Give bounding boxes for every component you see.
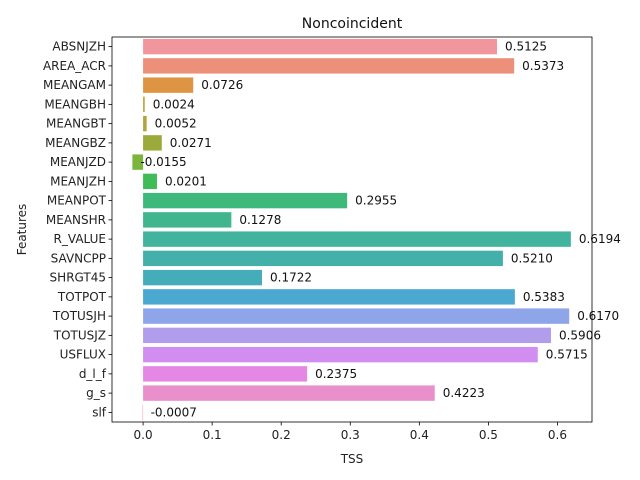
y-tick-label-SHRGT45: SHRGT45 bbox=[50, 271, 106, 285]
bar-d_l_f bbox=[143, 366, 308, 382]
y-axis-label: Features bbox=[15, 204, 29, 256]
y-tick-label-d_l_f: d_l_f bbox=[79, 367, 107, 381]
value-label-g_s: 0.4223 bbox=[443, 386, 485, 400]
y-axis-ticks: ABSNJZH AREA_ACR MEANGAM MEANGBH MEANGBT MEAN… bbox=[43, 40, 112, 419]
bar-R_VALUE bbox=[143, 231, 571, 247]
y-tick-label-g_s: g_s bbox=[86, 386, 106, 400]
plot-frame bbox=[111, 36, 593, 423]
x-tick-label: 0.5 bbox=[479, 428, 498, 442]
y-tick-label-slf: slf bbox=[92, 405, 107, 419]
value-label-ABSNJZH: 0.5125 bbox=[505, 40, 547, 54]
value-label-MEANGAM: 0.0726 bbox=[201, 78, 243, 92]
y-tick-label-MEANPOT: MEANPOT bbox=[47, 194, 107, 208]
bar-SHRGT45 bbox=[143, 269, 263, 286]
value-label-TOTPOT: 0.5383 bbox=[523, 290, 565, 304]
value-label-d_l_f: 0.2375 bbox=[315, 367, 357, 381]
x-tick-label: 0.6 bbox=[548, 428, 567, 442]
value-label-SHRGT45: 0.1722 bbox=[270, 271, 312, 285]
x-tick-label: 0.0 bbox=[134, 428, 153, 442]
bar-TOTPOT bbox=[143, 289, 515, 305]
value-label-SAVNCPP: 0.5210 bbox=[511, 251, 553, 265]
bar-AREA_ACR bbox=[143, 58, 515, 74]
y-tick-label-ABSNJZH: ABSNJZH bbox=[52, 40, 106, 54]
value-label-MEANJZH: 0.0201 bbox=[165, 174, 207, 188]
bar-MEANJZD bbox=[132, 154, 144, 170]
y-tick-label-MEANGAM: MEANGAM bbox=[43, 78, 106, 92]
chart-title: Noncoincident bbox=[302, 16, 403, 32]
x-tick-label: 0.4 bbox=[410, 428, 429, 442]
value-label-MEANPOT: 0.2955 bbox=[355, 194, 397, 208]
x-tick-label: 0.1 bbox=[203, 428, 222, 442]
x-tick-label: 0.3 bbox=[341, 428, 360, 442]
value-labels-group: 0.5125 0.5373 0.0726 0.0024 0.0052 0.0271 -0.0… bbox=[140, 40, 620, 420]
bar-TOTUSJZ bbox=[143, 327, 551, 344]
bar-USFLUX bbox=[143, 346, 538, 363]
bar-MEANGBZ bbox=[143, 135, 162, 151]
bar-SAVNCPP bbox=[143, 250, 503, 267]
value-label-AREA_ACR: 0.5373 bbox=[522, 59, 564, 73]
y-tick-label-MEANJZD: MEANJZD bbox=[50, 155, 106, 169]
y-tick-label-USFLUX: USFLUX bbox=[60, 348, 106, 362]
y-tick-label-R_VALUE: R_VALUE bbox=[54, 232, 106, 246]
y-tick-label-AREA_ACR: AREA_ACR bbox=[43, 59, 106, 73]
value-label-MEANJZD: -0.0155 bbox=[140, 155, 186, 169]
bar-ABSNJZH bbox=[143, 38, 498, 55]
value-label-MEANGBZ: 0.0271 bbox=[170, 136, 212, 150]
bar-g_s bbox=[143, 385, 435, 401]
value-label-MEANGBH: 0.0024 bbox=[153, 97, 195, 111]
bar-TOTUSJH bbox=[143, 308, 570, 324]
y-tick-label-SAVNCPP: SAVNCPP bbox=[51, 251, 106, 265]
bars-group bbox=[132, 38, 571, 421]
value-label-R_VALUE: 0.6194 bbox=[579, 232, 621, 246]
bar-MEANSHR bbox=[143, 212, 232, 228]
value-label-TOTUSJH: 0.6170 bbox=[577, 309, 619, 323]
value-label-USFLUX: 0.5715 bbox=[546, 348, 588, 362]
y-tick-label-MEANGBT: MEANGBT bbox=[46, 117, 107, 131]
y-tick-label-TOTPOT: TOTPOT bbox=[57, 290, 107, 304]
y-tick-label-TOTUSJH: TOTUSJH bbox=[52, 309, 106, 323]
value-label-TOTUSJZ: 0.5906 bbox=[559, 328, 601, 342]
y-tick-label-MEANJZH: MEANJZH bbox=[50, 174, 106, 188]
y-tick-label-MEANSHR: MEANSHR bbox=[46, 213, 106, 227]
bar-MEANJZH bbox=[143, 173, 157, 190]
y-tick-label-TOTUSJZ: TOTUSJZ bbox=[53, 328, 106, 342]
x-tick-label: 0.2 bbox=[272, 428, 291, 442]
bar-MEANGAM bbox=[143, 77, 194, 93]
bar-MEANGBH bbox=[143, 96, 145, 113]
value-label-MEANSHR: 0.1278 bbox=[239, 213, 281, 227]
y-tick-label-MEANGBZ: MEANGBZ bbox=[45, 136, 106, 150]
y-tick-label-MEANGBH: MEANGBH bbox=[44, 97, 106, 111]
x-axis-ticks: 0.0 0.1 0.2 0.3 0.4 0.5 0.6 bbox=[134, 422, 567, 442]
value-label-MEANGBT: 0.0052 bbox=[155, 117, 197, 131]
value-label-slf: -0.0007 bbox=[151, 405, 197, 419]
bar-MEANPOT bbox=[143, 192, 348, 209]
x-axis-label: TSS bbox=[340, 452, 364, 466]
bar-MEANGBT bbox=[143, 115, 147, 132]
